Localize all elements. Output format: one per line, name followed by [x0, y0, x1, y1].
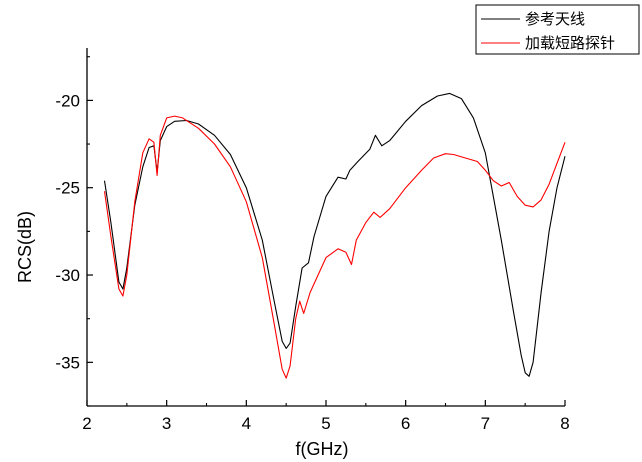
- y-axis-title: RCS(dB): [15, 211, 35, 283]
- series-layer: [103, 92, 566, 379]
- series-line-1: [103, 92, 566, 377]
- x-tick-label: 8: [560, 414, 569, 433]
- y-tick-label: -20: [55, 91, 80, 110]
- x-axis-title: f(GHz): [296, 439, 349, 459]
- series-line-2: [103, 115, 566, 379]
- x-tick-label: 4: [242, 414, 251, 433]
- legend-label-2: 加载短路探针: [525, 34, 615, 52]
- legend-box: [475, 4, 640, 55]
- y-tick-label: -30: [55, 266, 80, 285]
- axes: 2 3 4 5 6 7 8 -35 -30 -25 -20 f(GHz) RCS(dB): [15, 48, 570, 459]
- x-tick-label: 3: [162, 414, 171, 433]
- x-tick-label: 2: [82, 414, 91, 433]
- legend-label-1: 参考天线: [525, 10, 585, 28]
- y-tick-label: -25: [55, 179, 80, 198]
- x-tick-label: 7: [481, 414, 490, 433]
- y-tick-label: -35: [55, 353, 80, 372]
- x-tick-label: 6: [401, 414, 410, 433]
- x-tick-label: 5: [321, 414, 330, 433]
